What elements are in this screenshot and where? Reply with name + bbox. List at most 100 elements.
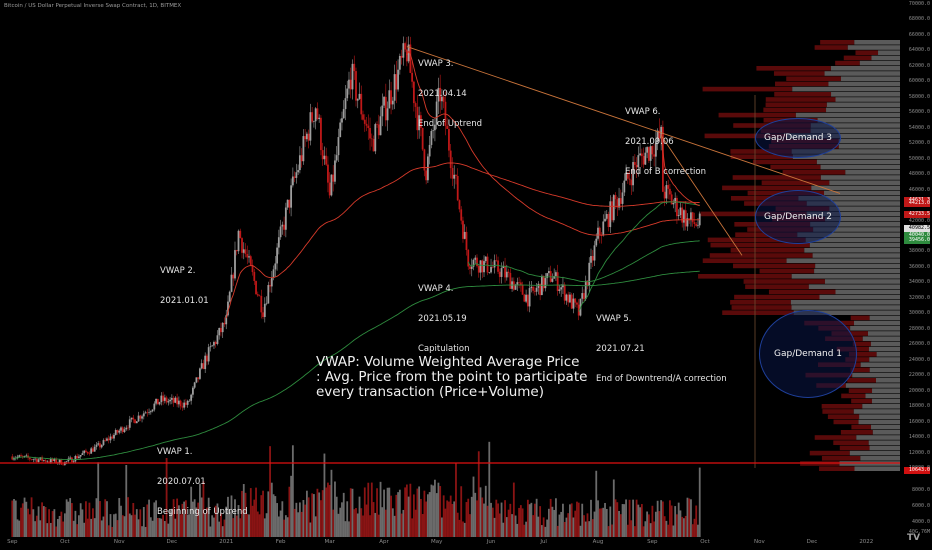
volume-bar: [27, 508, 29, 537]
candle-body: [386, 108, 389, 121]
candle-body: [13, 458, 15, 460]
candle-body: [18, 455, 21, 457]
last-price-badge: 39456.0: [904, 236, 930, 244]
candle-body: [567, 294, 570, 303]
candle-body: [85, 450, 87, 452]
candle-body: [551, 278, 554, 282]
candle-body: [290, 185, 293, 208]
candle-body: [348, 79, 350, 89]
gap-demand-2-zone: Gap/Demand 2: [755, 190, 841, 244]
volume-bar: [602, 507, 605, 537]
candle-body: [672, 202, 675, 205]
profile-bar-grey: [850, 326, 900, 331]
volume-bar: [305, 490, 308, 537]
candle-body: [349, 79, 352, 90]
volume-bar: [377, 514, 380, 537]
profile-bar-grey: [820, 164, 900, 170]
profile-bar-dark: [743, 279, 825, 284]
volume-bar: [558, 514, 561, 537]
profile-bar-dark: [698, 274, 792, 279]
volume-bar: [569, 504, 571, 537]
candle-body: [106, 438, 108, 441]
volume-bar: [495, 499, 498, 537]
volume-bar: [686, 497, 689, 537]
support-price-badge: 10643.0: [904, 467, 930, 474]
profile-bar-dark: [814, 45, 848, 50]
volume-bar: [470, 496, 473, 537]
volume-bar: [142, 507, 145, 537]
volume-bar: [427, 494, 429, 537]
profile-bar-grey: [817, 118, 900, 123]
volume-bar: [546, 519, 549, 537]
volume-bar: [128, 513, 131, 537]
candle-body: [697, 225, 699, 226]
candle-body: [588, 262, 591, 286]
volume-bar: [241, 490, 243, 537]
candle-body: [562, 284, 564, 288]
volume-bar: [160, 518, 163, 537]
volume-bar: [14, 500, 17, 537]
volume-bar: [307, 497, 310, 537]
candle-body: [156, 398, 159, 405]
volume-bar: [46, 523, 49, 537]
candle-body: [235, 250, 238, 252]
profile-bar-dark: [821, 404, 863, 409]
price-tick-label: 54000.0: [908, 124, 930, 131]
candle-body: [467, 249, 470, 267]
volume-bar: [111, 526, 114, 537]
volume-bar: [588, 521, 591, 537]
volume-bar: [130, 515, 133, 537]
volume-bar: [618, 510, 620, 537]
volume-bar: [90, 518, 93, 537]
candle-body: [523, 294, 526, 302]
candle-body: [679, 207, 682, 216]
profile-bar-dark: [850, 315, 870, 321]
volume-bar: [95, 498, 98, 537]
volume-bar: [491, 507, 494, 537]
candle-body: [28, 457, 31, 460]
candle-body: [134, 419, 136, 424]
volume-bar: [632, 499, 634, 537]
volume-bar: [11, 500, 14, 537]
candle-body: [149, 411, 152, 413]
candle-body: [200, 363, 203, 369]
volume-bar: [28, 514, 31, 537]
volume-bar: [525, 521, 528, 537]
volume-bar: [346, 501, 349, 537]
candle-body: [677, 215, 680, 217]
candle-body: [279, 226, 282, 238]
volume-bar: [195, 507, 198, 537]
volume-bar: [297, 512, 300, 537]
candle-body: [253, 272, 256, 282]
profile-bar-dark: [730, 248, 805, 253]
candle-body: [76, 455, 79, 459]
volume-bar: [283, 519, 285, 537]
volume-bar: [388, 487, 391, 537]
volume-bar: [644, 521, 647, 537]
volume-bar: [53, 509, 56, 537]
volume-bar: [579, 525, 582, 537]
candle-body: [20, 455, 22, 457]
volume-bar: [291, 445, 294, 537]
volume-bar: [635, 499, 638, 537]
profile-bar-grey: [824, 190, 900, 196]
candle-body: [223, 322, 226, 325]
volume-bar: [135, 509, 138, 537]
volume-bar: [248, 514, 250, 537]
candle-body: [291, 176, 294, 186]
volume-bar: [476, 500, 478, 537]
candle-body: [199, 368, 201, 379]
volume-bar: [51, 511, 54, 537]
candle-body: [181, 406, 184, 408]
volume-bar: [497, 503, 499, 537]
volume-bar: [234, 499, 236, 537]
candle-body: [92, 448, 94, 452]
candle-body: [676, 197, 678, 217]
profile-bar-grey: [820, 175, 900, 180]
profile-bar-grey: [812, 253, 900, 258]
volume-bar: [383, 489, 385, 537]
profile-bar-dark: [702, 258, 787, 263]
profile-bar-dark: [709, 253, 813, 258]
time-tick-label: Jul: [540, 539, 547, 545]
candle-body: [353, 63, 356, 72]
